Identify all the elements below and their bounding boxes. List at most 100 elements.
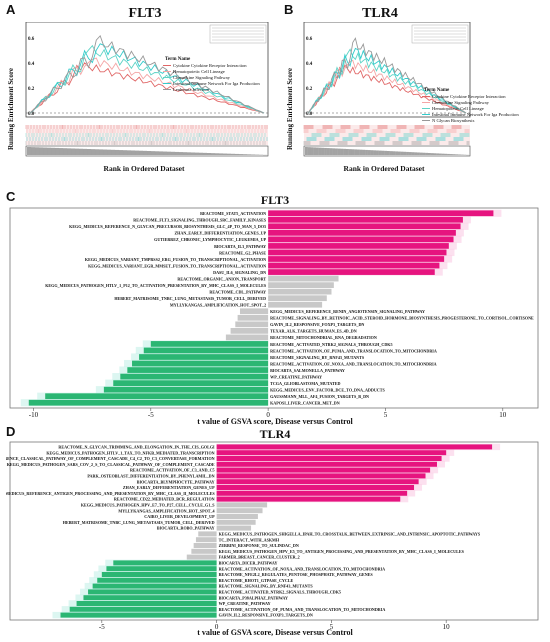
panel-letter-b: B — [284, 2, 294, 17]
gsva-bar — [132, 360, 269, 367]
panel-b-enrichment-plot: 0.6 0.4 0.2 0.0 — [303, 22, 471, 157]
gsva-bar — [216, 525, 252, 531]
ranked-metric-bar — [337, 148, 341, 155]
ranked-metric-bar — [107, 149, 112, 155]
legend-swatch — [422, 95, 430, 98]
ranked-metric-bar — [79, 148, 84, 155]
ranked-metric-bar — [83, 148, 88, 155]
enrichment-curve — [307, 64, 467, 114]
gsva-bar — [216, 450, 447, 456]
gsva-bar — [113, 560, 217, 566]
y-tick-label: 0.4 — [306, 62, 313, 67]
legend-label: Hematopoietic Cell Lineage — [173, 69, 225, 74]
x-tick-label: -5 — [148, 411, 154, 418]
ranked-metric-bar — [99, 149, 104, 155]
legend-entry: N Glycan Biosynthesis — [422, 118, 474, 123]
gsva-bar — [60, 612, 217, 618]
gsva-bar — [143, 347, 269, 354]
ranked-metric-bar — [115, 149, 120, 155]
ranked-metric-bar — [419, 152, 423, 155]
ranked-metric-bar — [111, 149, 116, 155]
ranked-metric-bar — [227, 153, 232, 155]
bar-label: REACTOME_SIGNALING_BY_RNF43_MUTANTS — [270, 355, 365, 360]
legend-swatch — [163, 70, 171, 73]
bar-label: KEGG_MEDICUS_PATHOGEN_HPV_E7_TO_P27_CELL… — [81, 503, 215, 508]
gsva-bar — [120, 373, 269, 380]
legend-entry: Intestinal Immune Network For Iga Produc… — [163, 81, 260, 86]
panel-a-title: FLT3 — [128, 6, 162, 21]
gsva-bar — [268, 269, 435, 275]
gsva-bar — [28, 399, 269, 406]
ranked-metric-bar — [247, 154, 252, 155]
legend-entry: Leukemia Infection — [163, 87, 209, 92]
gsva-bar — [268, 210, 494, 217]
ranked-metric-bar — [449, 154, 453, 155]
ranked-metric-bar — [438, 153, 442, 155]
ranked-metric-bar — [87, 149, 92, 155]
ranked-metric-bar — [313, 147, 316, 155]
ranked-metric-bar — [175, 151, 180, 155]
ranked-metric-bar — [444, 153, 448, 155]
gsva-bar — [88, 589, 217, 595]
ranked-metric-bar — [310, 147, 314, 155]
gsva-bar — [103, 386, 269, 393]
ranked-metric-bar — [376, 150, 379, 155]
ranked-metric-bar — [436, 153, 439, 155]
ranked-metric-bar — [159, 151, 164, 155]
bar-label: FARMER_BREAST_CANCER_CLUSTER_2 — [219, 555, 300, 560]
x-tick-label: 0 — [266, 411, 270, 418]
gsva-bar — [268, 275, 339, 282]
gsva-bar — [69, 606, 217, 612]
legend-entry: Hematopoietic Cell Lineage — [422, 106, 484, 111]
legend-entry: Chemokine Signaling Pathway — [163, 75, 230, 80]
ranked-metric-bar — [139, 150, 144, 155]
ranked-metric-bar — [387, 151, 390, 155]
ranked-metric-bar — [51, 147, 56, 155]
ranked-metric-bar — [406, 151, 409, 155]
ranked-metric-bar — [395, 151, 398, 155]
bar-label: BIOCARTA_BLYMPHOCYTE_PATHWAY — [137, 479, 215, 484]
bar-label: KEGG_MEDICUS_PATHOGEN_SHIGELLA_IPAH_TO_C… — [219, 532, 481, 537]
gsva-bar — [150, 341, 269, 347]
ranked-metric-bar — [305, 147, 308, 155]
gsva-bar — [106, 566, 217, 572]
panel-a-enrichment-plot: 0.6 0.4 0.2 0.0 — [25, 22, 269, 157]
x-tick-label: -5 — [99, 623, 105, 630]
bar-label: REACTOME_ORGANIC_ANION_TRANSPORT — [177, 276, 266, 281]
gsva-bar — [225, 334, 269, 341]
gsva-bar — [216, 444, 493, 450]
panel-d-xlabel: t value of GSVA score, Disease versus Co… — [197, 628, 353, 637]
hit-strip — [304, 129, 470, 133]
ranked-metric-bar — [315, 147, 319, 155]
ranked-metric-bar — [392, 151, 396, 155]
bar-label: KEGG_MEDICUS_ENV_FACTOR_DCE_TO_DNA_ADDUC… — [270, 387, 385, 392]
ranked-metric-bar — [455, 154, 459, 155]
ranked-metric-bar — [326, 148, 330, 155]
ranked-metric-bar — [397, 151, 401, 155]
bar-label: ZHAN_EARLY_DIFFERENTIATION_GENES_UP — [174, 231, 266, 236]
legend-swatch — [163, 88, 171, 91]
bar-label: BIOCARTA_ROBO_PATHWAY — [157, 526, 215, 531]
gsva-bar — [268, 282, 334, 288]
ranked-metric-bar — [324, 147, 327, 155]
legend-swatch — [422, 113, 430, 116]
hit-strip — [26, 133, 268, 137]
gsva-bar — [268, 249, 447, 256]
panel-letter-d: D — [6, 424, 16, 439]
ranked-metric-bar — [59, 148, 64, 155]
bar-label: TCGA_GLIOBLASTOMA_MUTATED — [270, 381, 340, 386]
ranked-metric-bar — [179, 152, 184, 155]
bar-label: MYLLYKANGAS_AMPLIFICATION_HOT_SPOT_2 — [170, 303, 266, 308]
hit-strip — [26, 125, 268, 129]
gsva-bar — [230, 328, 269, 334]
ranked-metric-bar — [223, 153, 228, 155]
panel-d-bar-chart: -5 0 5 10 REACTOME_N_GLYCAN_TRIMMING_AND_ELO… — [6, 441, 539, 630]
ranked-metric-bar — [400, 151, 404, 155]
ranked-metric-bar — [95, 149, 100, 155]
ranked-metric-bar — [75, 148, 80, 155]
gsva-bar — [195, 537, 217, 543]
ranked-metric-bar — [27, 147, 32, 155]
ranked-metric-bar — [408, 152, 412, 155]
ranked-metric-bar — [55, 147, 60, 155]
gsva-bar — [237, 314, 269, 321]
